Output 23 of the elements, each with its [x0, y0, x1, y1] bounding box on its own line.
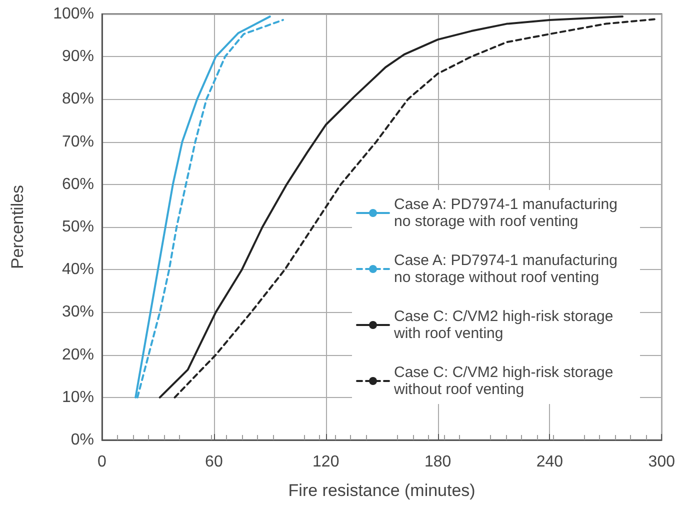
x-axis-title: Fire resistance (minutes)	[288, 481, 476, 500]
x-tick-label: 240	[536, 454, 564, 470]
y-tick-label: 40%	[62, 261, 94, 278]
legend-label: Case A: PD7974-1 manufacturing no storage without roof venting	[394, 252, 622, 286]
y-axis-title: Percentiles	[8, 184, 27, 270]
x-tick-label: 300	[648, 454, 676, 470]
y-tick-label: 80%	[62, 90, 94, 108]
x-tick-label: 180	[424, 454, 452, 470]
x-tick-label: 120	[312, 454, 340, 470]
y-tick-label: 70%	[62, 133, 94, 150]
y-tick-label: 20%	[62, 346, 94, 364]
y-tick-label: 50%	[62, 218, 94, 236]
y-tick-label: 10%	[62, 388, 94, 406]
y-tick-label: 0%	[70, 432, 94, 448]
legend-label: Case C: C/VM2 high-risk storage without roof venting	[393, 364, 618, 398]
y-tick-label: 30%	[62, 304, 94, 321]
y-tick-label: 90%	[62, 48, 94, 66]
y-tick-label: 60%	[62, 176, 94, 193]
legend-label: Case C: C/VM2 high-risk storage with roof venting	[393, 308, 618, 342]
y-tick-label: 100%	[53, 6, 94, 22]
x-tick-label: 0	[98, 454, 107, 470]
x-tick-label: 60	[205, 454, 223, 470]
legend-label: Case A: PD7974-1 manufacturing no storage with roof venting	[394, 196, 622, 230]
